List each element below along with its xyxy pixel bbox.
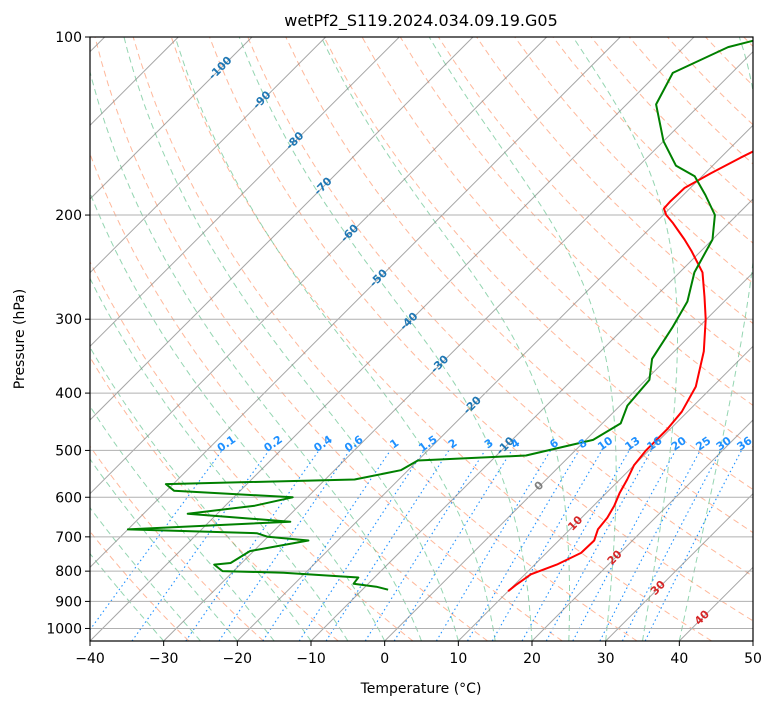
mixing-ratio-line <box>185 450 320 641</box>
isotherm-line <box>90 37 621 569</box>
dewpoint-line <box>126 39 753 591</box>
dry-adiabat-line <box>90 260 414 641</box>
moist-adiabat-line <box>90 405 275 641</box>
moist-adiabat-line <box>238 37 533 641</box>
y-tick-label: 900 <box>55 594 82 610</box>
isotherm-line <box>90 37 548 495</box>
isotherm-line <box>384 271 753 641</box>
isotherm-line <box>90 37 327 274</box>
moist-adiabat-line <box>90 277 349 641</box>
moist-adiabat-line <box>123 37 459 641</box>
x-tick-label: −10 <box>296 651 326 667</box>
y-tick-label: 200 <box>55 208 82 224</box>
moist-adiabat-line <box>320 37 570 641</box>
x-axis-label: Temperature (°C) <box>360 681 482 697</box>
dry-adiabat-line <box>323 37 753 491</box>
moist-adiabat-line <box>428 37 617 641</box>
mixing-ratio-line <box>572 450 676 641</box>
x-tick-label: 30 <box>597 651 615 667</box>
isotherm-line <box>90 37 695 641</box>
mixing-ratio-line <box>298 450 425 641</box>
y-tick-label: 300 <box>55 312 82 328</box>
moist-adiabat-line <box>572 37 678 641</box>
mixing-ratio-line <box>325 450 450 641</box>
isotherm-line <box>457 345 753 641</box>
x-tick-label: −40 <box>75 651 105 667</box>
mixing-ratio-line <box>435 450 552 641</box>
isotherm-line <box>310 198 753 641</box>
plot-frame <box>89 36 754 642</box>
x-tick-label: 10 <box>449 651 467 667</box>
dry-adiabat-line <box>209 37 753 622</box>
x-tick-label: −20 <box>223 651 253 667</box>
isotherm-line <box>90 37 474 421</box>
y-tick-label: 400 <box>55 386 82 402</box>
y-tick-label: 100 <box>55 30 82 46</box>
moist-adiabat-line <box>90 458 238 641</box>
isotherm-line <box>236 124 753 641</box>
temperature-line <box>507 150 753 592</box>
moist-adiabat-line <box>678 37 753 641</box>
isotherm-line <box>163 50 753 641</box>
isotherm-line <box>605 492 753 641</box>
dry-adiabat-line <box>94 37 563 641</box>
mixing-ratio-line <box>218 450 351 641</box>
dry-adiabat-line <box>90 445 264 641</box>
dry-adiabat-line <box>132 37 638 641</box>
x-tick-label: 20 <box>523 651 541 667</box>
mixing-ratio-line <box>467 450 580 641</box>
isotherm-line <box>90 37 253 200</box>
x-tick-label: 50 <box>744 651 762 667</box>
x-tick-label: −30 <box>149 651 179 667</box>
y-tick-label: 800 <box>55 564 82 580</box>
y-axis-label: Pressure (hPa) <box>12 289 28 389</box>
mixing-ratio-line <box>262 450 391 641</box>
mixing-ratio-label: 36 <box>735 434 755 454</box>
mixing-ratio-line <box>545 450 652 641</box>
y-tick-label: 600 <box>55 490 82 506</box>
chart-title: wetPf2_S119.2024.034.09.19.G05 <box>284 11 558 31</box>
moist-adiabat-line <box>90 191 386 641</box>
moist-adiabat-line <box>90 69 422 641</box>
moist-adiabat-line <box>90 506 201 641</box>
moist-adiabat-line <box>174 37 496 641</box>
y-tick-label: 1000 <box>46 621 82 637</box>
isotherm-line <box>90 37 400 348</box>
x-tick-label: 40 <box>670 651 688 667</box>
dry-adiabat-line <box>476 37 753 325</box>
y-tick-label: 500 <box>55 443 82 459</box>
isotherm-line <box>531 419 753 641</box>
dry-adiabat-line <box>514 37 753 284</box>
dry-adiabat-line <box>170 37 712 641</box>
y-tick-label: 700 <box>55 530 82 546</box>
mixing-ratio-line <box>364 450 486 641</box>
dry-adiabat-line <box>285 37 753 534</box>
moist-adiabat-line <box>90 552 165 641</box>
x-tick-label: 0 <box>380 651 389 667</box>
